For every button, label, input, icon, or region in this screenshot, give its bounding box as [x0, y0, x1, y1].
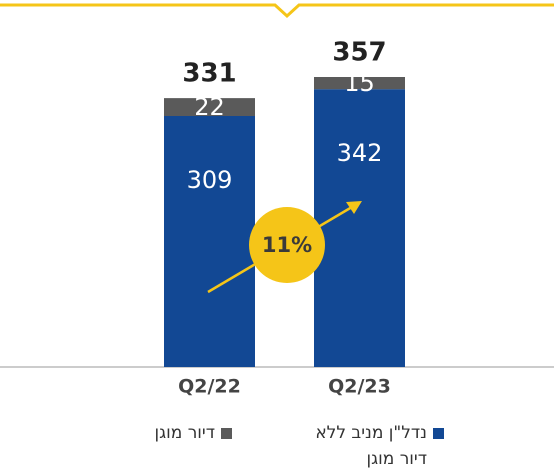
total-label: 357 [332, 38, 386, 68]
legend-label: נדל"ן מניב ללא דיור מוגן [315, 423, 427, 468]
legend-swatch [221, 428, 232, 439]
legend-label: דיור מוגן [154, 423, 215, 443]
value-label: 22 [194, 93, 225, 121]
bar-segment [164, 98, 255, 116]
legend-swatch [433, 428, 444, 439]
total-label: 331 [182, 59, 236, 89]
x-tick-label: Q2/22 [178, 376, 241, 398]
bar-segment [314, 77, 405, 90]
x-tick-label: Q2/23 [328, 376, 391, 398]
legend-item: דיור מוגן [82, 420, 232, 446]
arrow-head [346, 201, 362, 214]
bar-segment [314, 89, 405, 367]
annotation: 11% [262, 233, 312, 257]
value-label: 309 [187, 166, 233, 194]
value-label: 342 [337, 139, 383, 167]
growth-badge [249, 207, 325, 283]
bar-segment [164, 115, 255, 367]
top-rule [0, 3, 554, 19]
value-label: 15 [344, 69, 375, 97]
legend-item: נדל"ן מניב ללא דיור מוגן [294, 420, 444, 468]
